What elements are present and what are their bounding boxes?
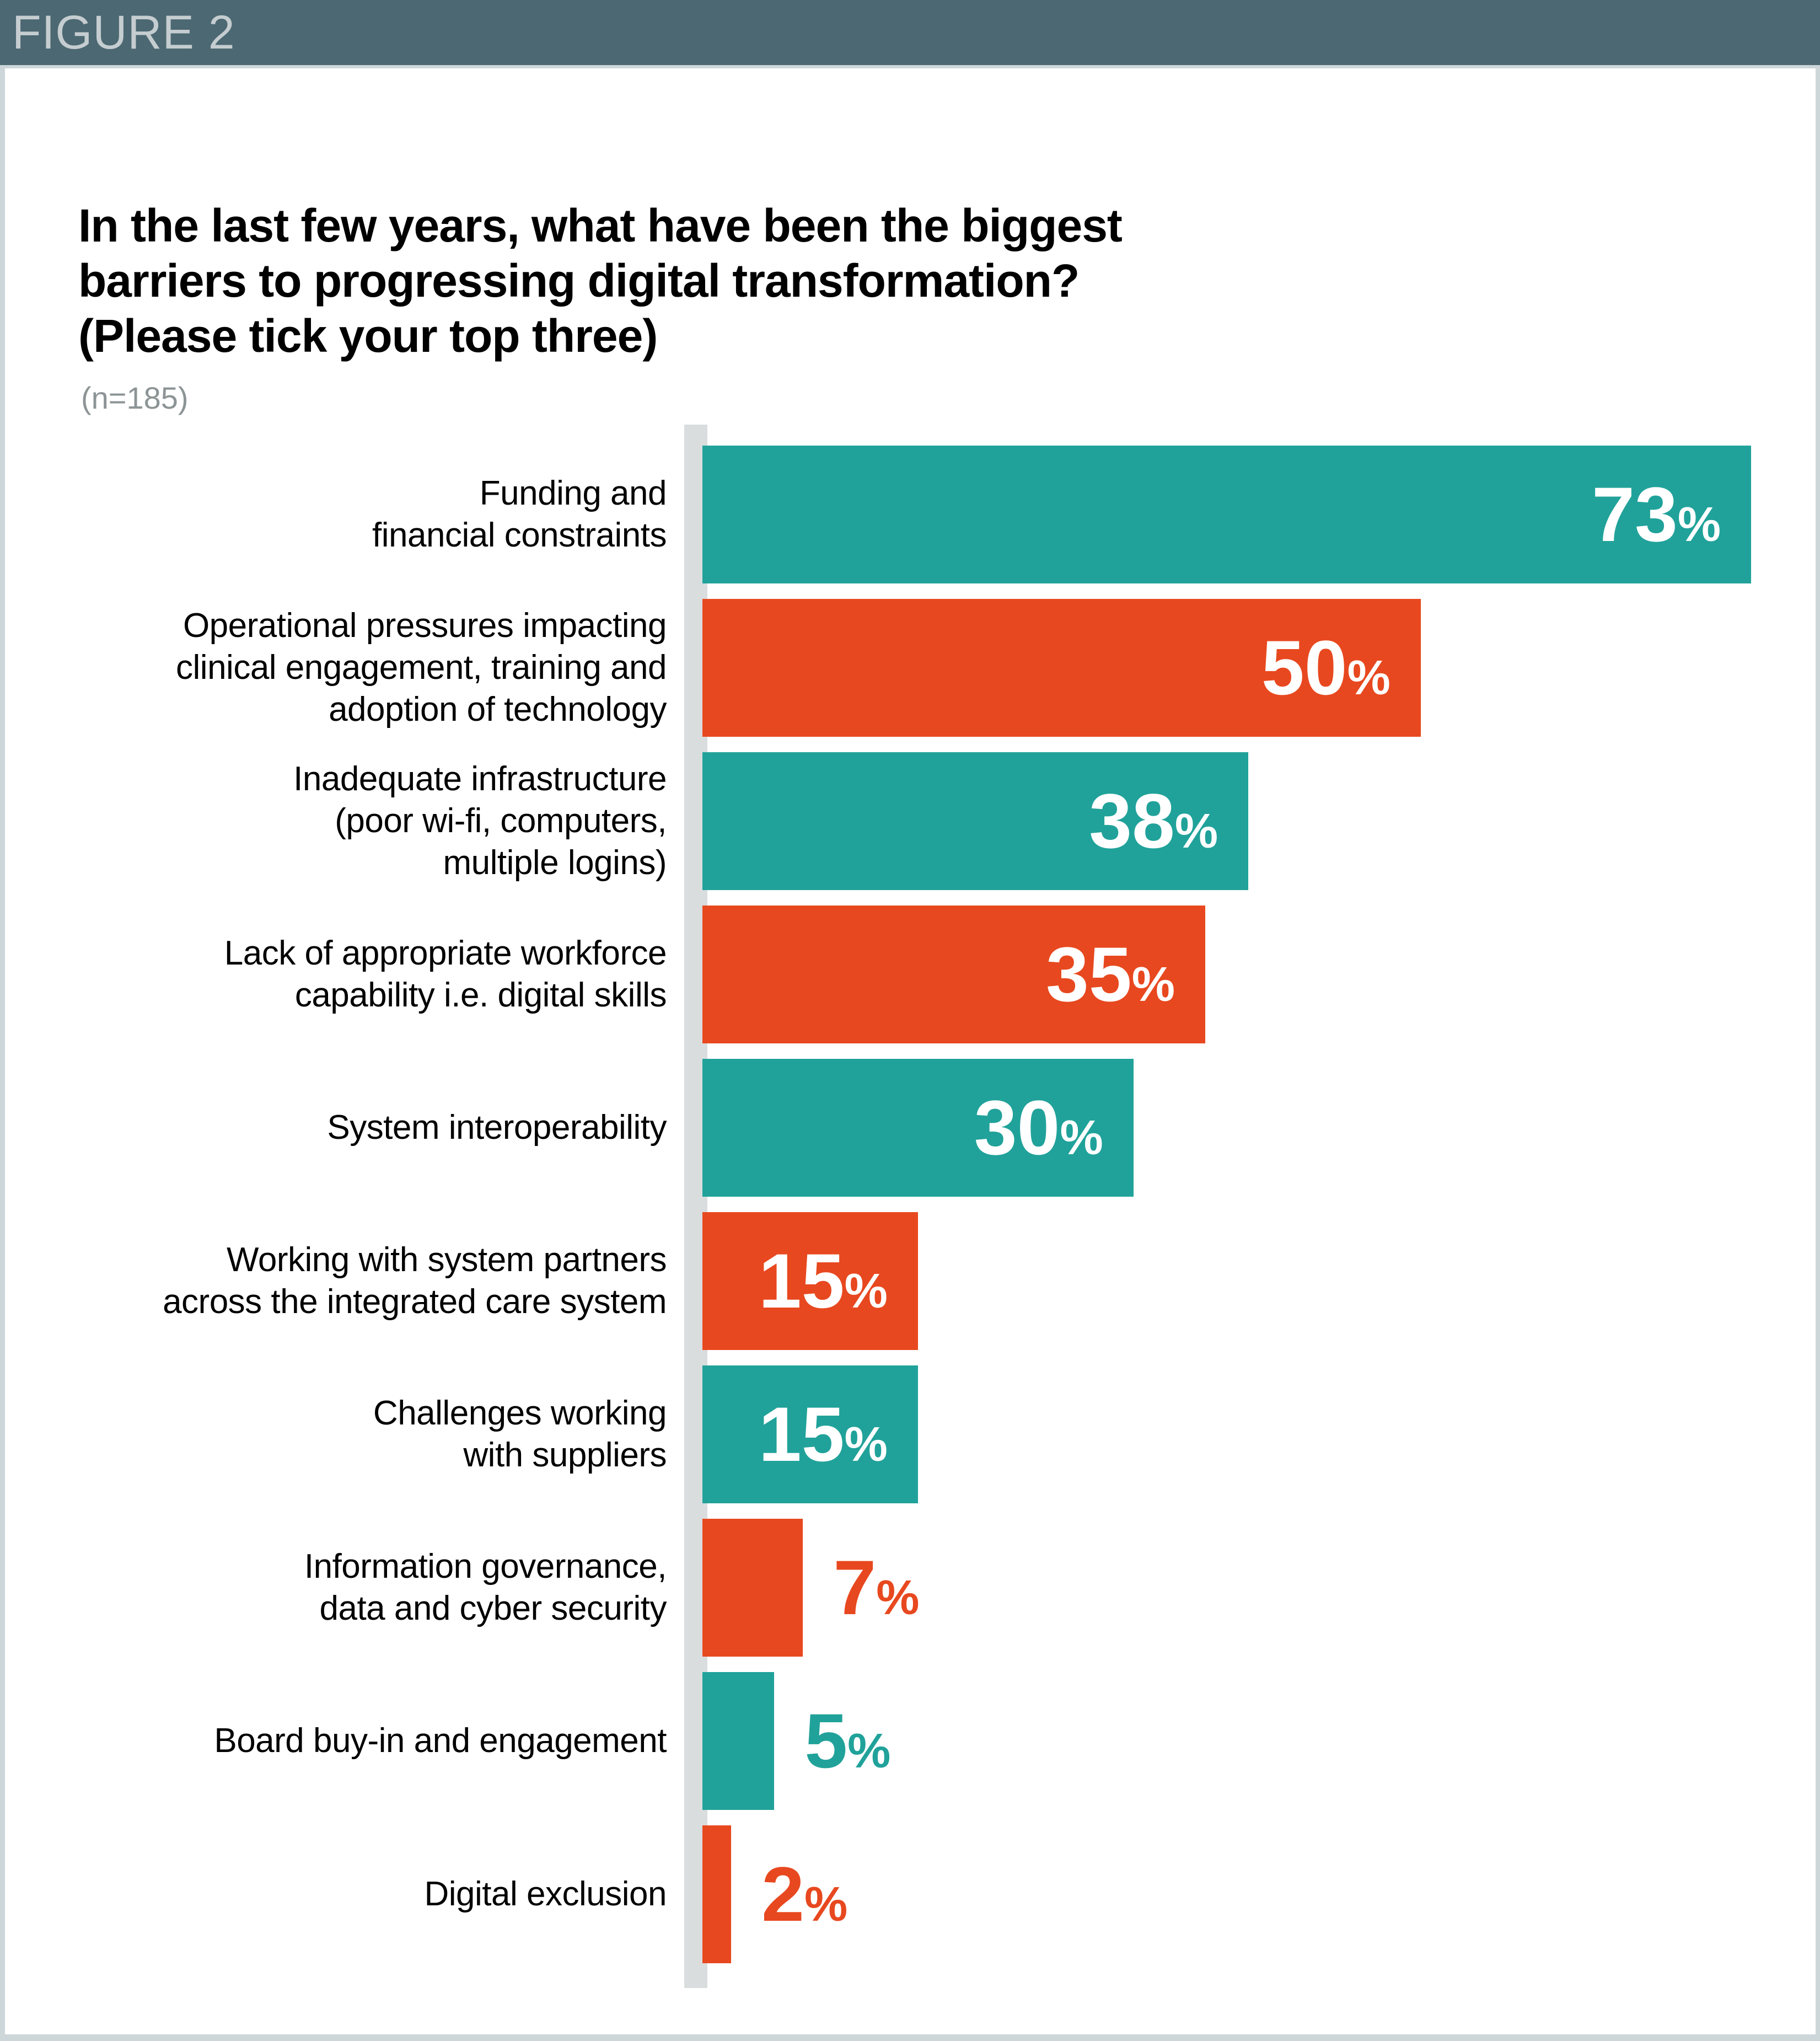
bar-rows: Funding and financial constraints 73% Opera…: [5, 446, 1816, 1979]
bar-row: Challenges working with suppliers 15%: [5, 1365, 1816, 1503]
bar-value: 7%: [833, 1544, 920, 1631]
chart-title-line: In the last few years, what have been th…: [78, 200, 1123, 251]
bar-row: Lack of appropriate workforce capability …: [5, 906, 1816, 1043]
bar-value: 30%: [974, 1084, 1103, 1171]
bar-row: Information governance, data and cyber se…: [5, 1519, 1816, 1657]
bar-row: Funding and financial constraints 73%: [5, 446, 1816, 583]
bar-row: Inadequate infrastructure (poor wi-fi, co…: [5, 752, 1816, 890]
bar-value: 2%: [761, 1851, 848, 1937]
bar-track: 2%: [702, 1825, 1770, 1963]
bar-track: 30%: [702, 1059, 1770, 1197]
bar: 38%: [702, 752, 1249, 890]
bar: 50%: [702, 599, 1421, 737]
bar-track: 50%: [702, 599, 1770, 737]
bar-track: 73%: [702, 446, 1770, 583]
bar-label: System interoperability: [327, 1108, 667, 1147]
sample-size: (n=185): [81, 381, 189, 415]
bar-label: Funding and financial constraints: [372, 474, 667, 554]
bar-track: 7%: [702, 1519, 1770, 1657]
bar-chart: Funding and financial constraints 73% Opera…: [5, 425, 1816, 1988]
bar: 35%: [702, 906, 1205, 1043]
bar: [702, 1519, 803, 1657]
bar-track: 15%: [702, 1365, 1770, 1503]
figure-label: FIGURE 2: [12, 6, 235, 59]
bar-track: 5%: [702, 1672, 1770, 1810]
bar-row: Operational pressures impacting clinical …: [5, 599, 1816, 737]
chart-title-line: barriers to progressing digital transfor…: [78, 255, 1080, 307]
bar-track: 35%: [702, 906, 1770, 1043]
chart-title: In the last few years, what have been th…: [78, 198, 1123, 363]
bar-value: 15%: [758, 1391, 888, 1477]
bar-track: 15%: [702, 1212, 1770, 1350]
bar-value: 35%: [1045, 931, 1175, 1017]
bar-label: Digital exclusion: [424, 1875, 667, 1913]
bar-row: Board buy-in and engagement 5%: [5, 1672, 1816, 1810]
chart-title-line: (Please tick your top three): [78, 310, 658, 362]
bar-label: Operational pressures impacting clinical …: [176, 607, 667, 728]
bar-row: Digital exclusion 2%: [5, 1825, 1816, 1963]
bar-value: 38%: [1089, 778, 1218, 864]
bar: 15%: [702, 1365, 918, 1503]
chart-card: In the last few years, what have been th…: [5, 68, 1816, 2034]
bar-row: Working with system partners across the i…: [5, 1212, 1816, 1350]
bar-value: 15%: [758, 1238, 888, 1324]
bar-value: 73%: [1592, 471, 1721, 558]
bar-label: Information governance, data and cyber se…: [304, 1547, 667, 1627]
bar: 15%: [702, 1212, 918, 1350]
bar-value: 5%: [804, 1697, 891, 1784]
bar: 30%: [702, 1059, 1134, 1197]
bar-row: System interoperability 30%: [5, 1059, 1816, 1197]
bar: 73%: [702, 446, 1752, 583]
bar-track: 38%: [702, 752, 1770, 890]
bar-value: 50%: [1261, 624, 1390, 711]
bar: [702, 1825, 732, 1963]
bar-label: Inadequate infrastructure (poor wi-fi, co…: [293, 760, 667, 882]
bar: [702, 1672, 775, 1810]
bar-label: Challenges working with suppliers: [373, 1394, 667, 1474]
figure-header-bar: FIGURE 2: [0, 0, 1820, 65]
bar-label: Working with system partners across the i…: [163, 1241, 667, 1321]
bar-label: Lack of appropriate workforce capability …: [224, 934, 667, 1014]
bar-label: Board buy-in and engagement: [214, 1722, 667, 1760]
